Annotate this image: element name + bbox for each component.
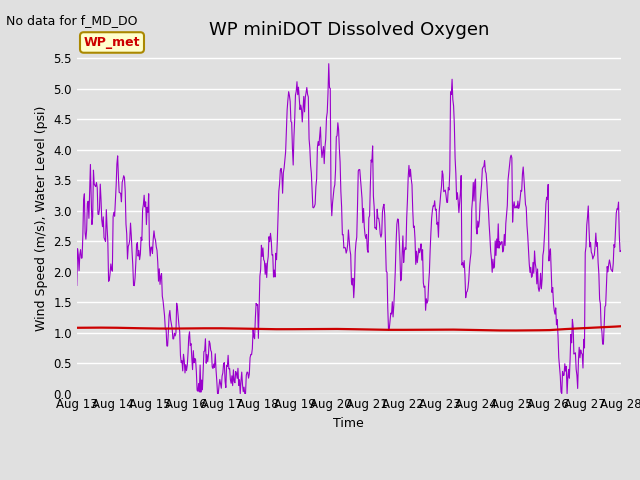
Line: f_WaterLevel: f_WaterLevel xyxy=(77,326,621,331)
f_WaterLevel xyxy=(431,327,438,333)
f_WaterLevel xyxy=(83,325,90,331)
f_WaterLevel xyxy=(506,328,514,334)
WP_ws xyxy=(194,388,202,394)
WP_ws xyxy=(325,61,333,67)
WP_ws xyxy=(433,206,440,212)
X-axis label: Time: Time xyxy=(333,417,364,430)
f_WaterLevel xyxy=(617,324,625,329)
WP_ws xyxy=(417,247,424,252)
WP_ws xyxy=(139,206,147,212)
f_WaterLevel xyxy=(415,327,422,333)
WP_ws xyxy=(223,364,231,370)
Y-axis label: Wind Speed (m/s), Water Level (psi): Wind Speed (m/s), Water Level (psi) xyxy=(35,106,48,331)
Title: WP miniDOT Dissolved Oxygen: WP miniDOT Dissolved Oxygen xyxy=(209,21,489,39)
WP_ws xyxy=(214,391,221,396)
Text: WP_met: WP_met xyxy=(84,36,140,49)
Legend: WP_ws, f_WaterLevel: WP_ws, f_WaterLevel xyxy=(221,478,476,480)
f_WaterLevel xyxy=(223,325,230,331)
WP_ws xyxy=(83,227,90,233)
WP_ws xyxy=(617,248,625,253)
Line: WP_ws: WP_ws xyxy=(77,64,621,394)
f_WaterLevel xyxy=(194,325,202,331)
f_WaterLevel xyxy=(139,325,147,331)
Text: No data for f_MD_DO: No data for f_MD_DO xyxy=(6,14,138,27)
WP_ws xyxy=(73,283,81,288)
f_WaterLevel xyxy=(73,325,81,331)
